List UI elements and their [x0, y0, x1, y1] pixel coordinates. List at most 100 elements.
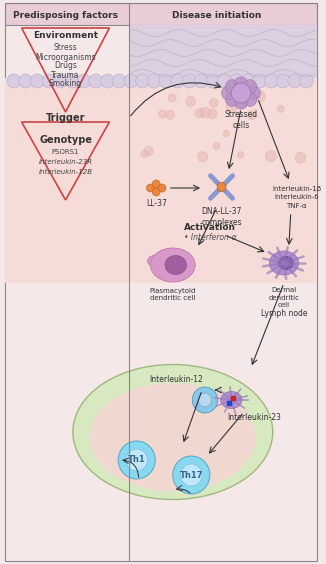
Circle shape [54, 74, 67, 88]
Circle shape [243, 92, 257, 107]
Circle shape [264, 74, 278, 88]
Text: Activation: Activation [184, 223, 236, 232]
Ellipse shape [221, 391, 242, 408]
Circle shape [276, 74, 290, 88]
Circle shape [237, 102, 244, 109]
Circle shape [247, 86, 260, 100]
Text: Microorganisms: Microorganisms [35, 52, 96, 61]
Text: Stressed
cells: Stressed cells [225, 110, 258, 130]
Text: Genotype: Genotype [39, 135, 92, 145]
Ellipse shape [90, 383, 256, 491]
Circle shape [181, 464, 202, 486]
Circle shape [141, 151, 148, 158]
Circle shape [198, 393, 212, 407]
Text: Th1: Th1 [128, 456, 146, 465]
Text: Interleukin-1β
Interleukin-6
TNF-α: Interleukin-1β Interleukin-6 TNF-α [272, 186, 321, 209]
Circle shape [89, 74, 103, 88]
Ellipse shape [279, 257, 293, 270]
Circle shape [241, 74, 255, 88]
Circle shape [183, 74, 196, 88]
Circle shape [243, 80, 257, 94]
Circle shape [136, 74, 149, 88]
Circle shape [254, 90, 265, 102]
Text: Interleukin-23: Interleukin-23 [227, 413, 281, 422]
Text: Stress: Stress [54, 43, 77, 52]
Circle shape [247, 111, 256, 120]
Circle shape [230, 74, 243, 88]
Circle shape [223, 130, 230, 136]
Text: PSORS1: PSORS1 [52, 149, 79, 155]
Circle shape [166, 110, 174, 120]
Circle shape [208, 109, 217, 119]
Circle shape [158, 184, 166, 192]
Circle shape [206, 74, 220, 88]
Circle shape [144, 147, 153, 156]
Circle shape [146, 184, 154, 192]
Circle shape [101, 74, 114, 88]
Circle shape [209, 99, 218, 107]
FancyBboxPatch shape [5, 3, 317, 25]
Ellipse shape [150, 248, 195, 282]
Circle shape [159, 74, 173, 88]
Circle shape [118, 441, 155, 479]
Circle shape [194, 74, 208, 88]
Text: Interleukin-12: Interleukin-12 [149, 376, 202, 385]
Circle shape [42, 74, 56, 88]
Text: Trauma: Trauma [51, 70, 80, 80]
Circle shape [124, 74, 138, 88]
Circle shape [288, 74, 302, 88]
Circle shape [277, 105, 284, 112]
Ellipse shape [269, 251, 299, 275]
Circle shape [195, 109, 204, 118]
Text: Environment: Environment [33, 32, 98, 41]
Circle shape [200, 107, 210, 118]
Circle shape [171, 74, 185, 88]
Circle shape [300, 74, 313, 88]
Text: Th17: Th17 [180, 470, 203, 479]
Circle shape [226, 101, 238, 113]
Circle shape [152, 180, 160, 188]
FancyBboxPatch shape [129, 25, 317, 80]
Ellipse shape [147, 255, 161, 267]
Circle shape [7, 74, 21, 88]
Circle shape [295, 152, 306, 163]
FancyBboxPatch shape [5, 78, 317, 283]
Ellipse shape [165, 255, 186, 275]
Circle shape [77, 74, 91, 88]
Circle shape [225, 80, 239, 94]
Circle shape [234, 77, 248, 91]
Circle shape [238, 152, 244, 158]
Circle shape [147, 74, 161, 88]
Circle shape [158, 110, 167, 118]
Circle shape [234, 95, 248, 109]
Text: Trigger: Trigger [46, 113, 85, 123]
Text: Drugs: Drugs [54, 61, 77, 70]
Circle shape [173, 456, 210, 494]
Circle shape [253, 74, 266, 88]
Text: Dermal
dendritic
cell: Dermal dendritic cell [268, 287, 300, 308]
Text: Interleukin-12B: Interleukin-12B [38, 169, 93, 175]
Text: • Interferon-α: • Interferon-α [184, 233, 236, 243]
Circle shape [198, 152, 208, 162]
Circle shape [112, 74, 126, 88]
Text: Smoking: Smoking [49, 80, 82, 89]
Circle shape [218, 74, 231, 88]
Circle shape [265, 151, 276, 162]
Circle shape [222, 86, 235, 100]
Text: Disease initiation: Disease initiation [172, 11, 261, 20]
Text: Lymph node: Lymph node [261, 309, 307, 318]
Text: Plasmacytoid
dendritic cell: Plasmacytoid dendritic cell [150, 288, 196, 302]
Circle shape [192, 387, 218, 413]
Circle shape [30, 74, 44, 88]
Circle shape [225, 92, 239, 107]
Circle shape [66, 74, 79, 88]
Circle shape [19, 74, 32, 88]
Text: Interleukin-23R: Interleukin-23R [38, 159, 93, 165]
Circle shape [168, 94, 176, 102]
Ellipse shape [73, 364, 273, 500]
Circle shape [239, 103, 245, 109]
Circle shape [213, 143, 220, 149]
Circle shape [217, 183, 226, 192]
Circle shape [231, 83, 251, 103]
Text: DNA-LL-37
complexes: DNA-LL-37 complexes [201, 207, 242, 227]
